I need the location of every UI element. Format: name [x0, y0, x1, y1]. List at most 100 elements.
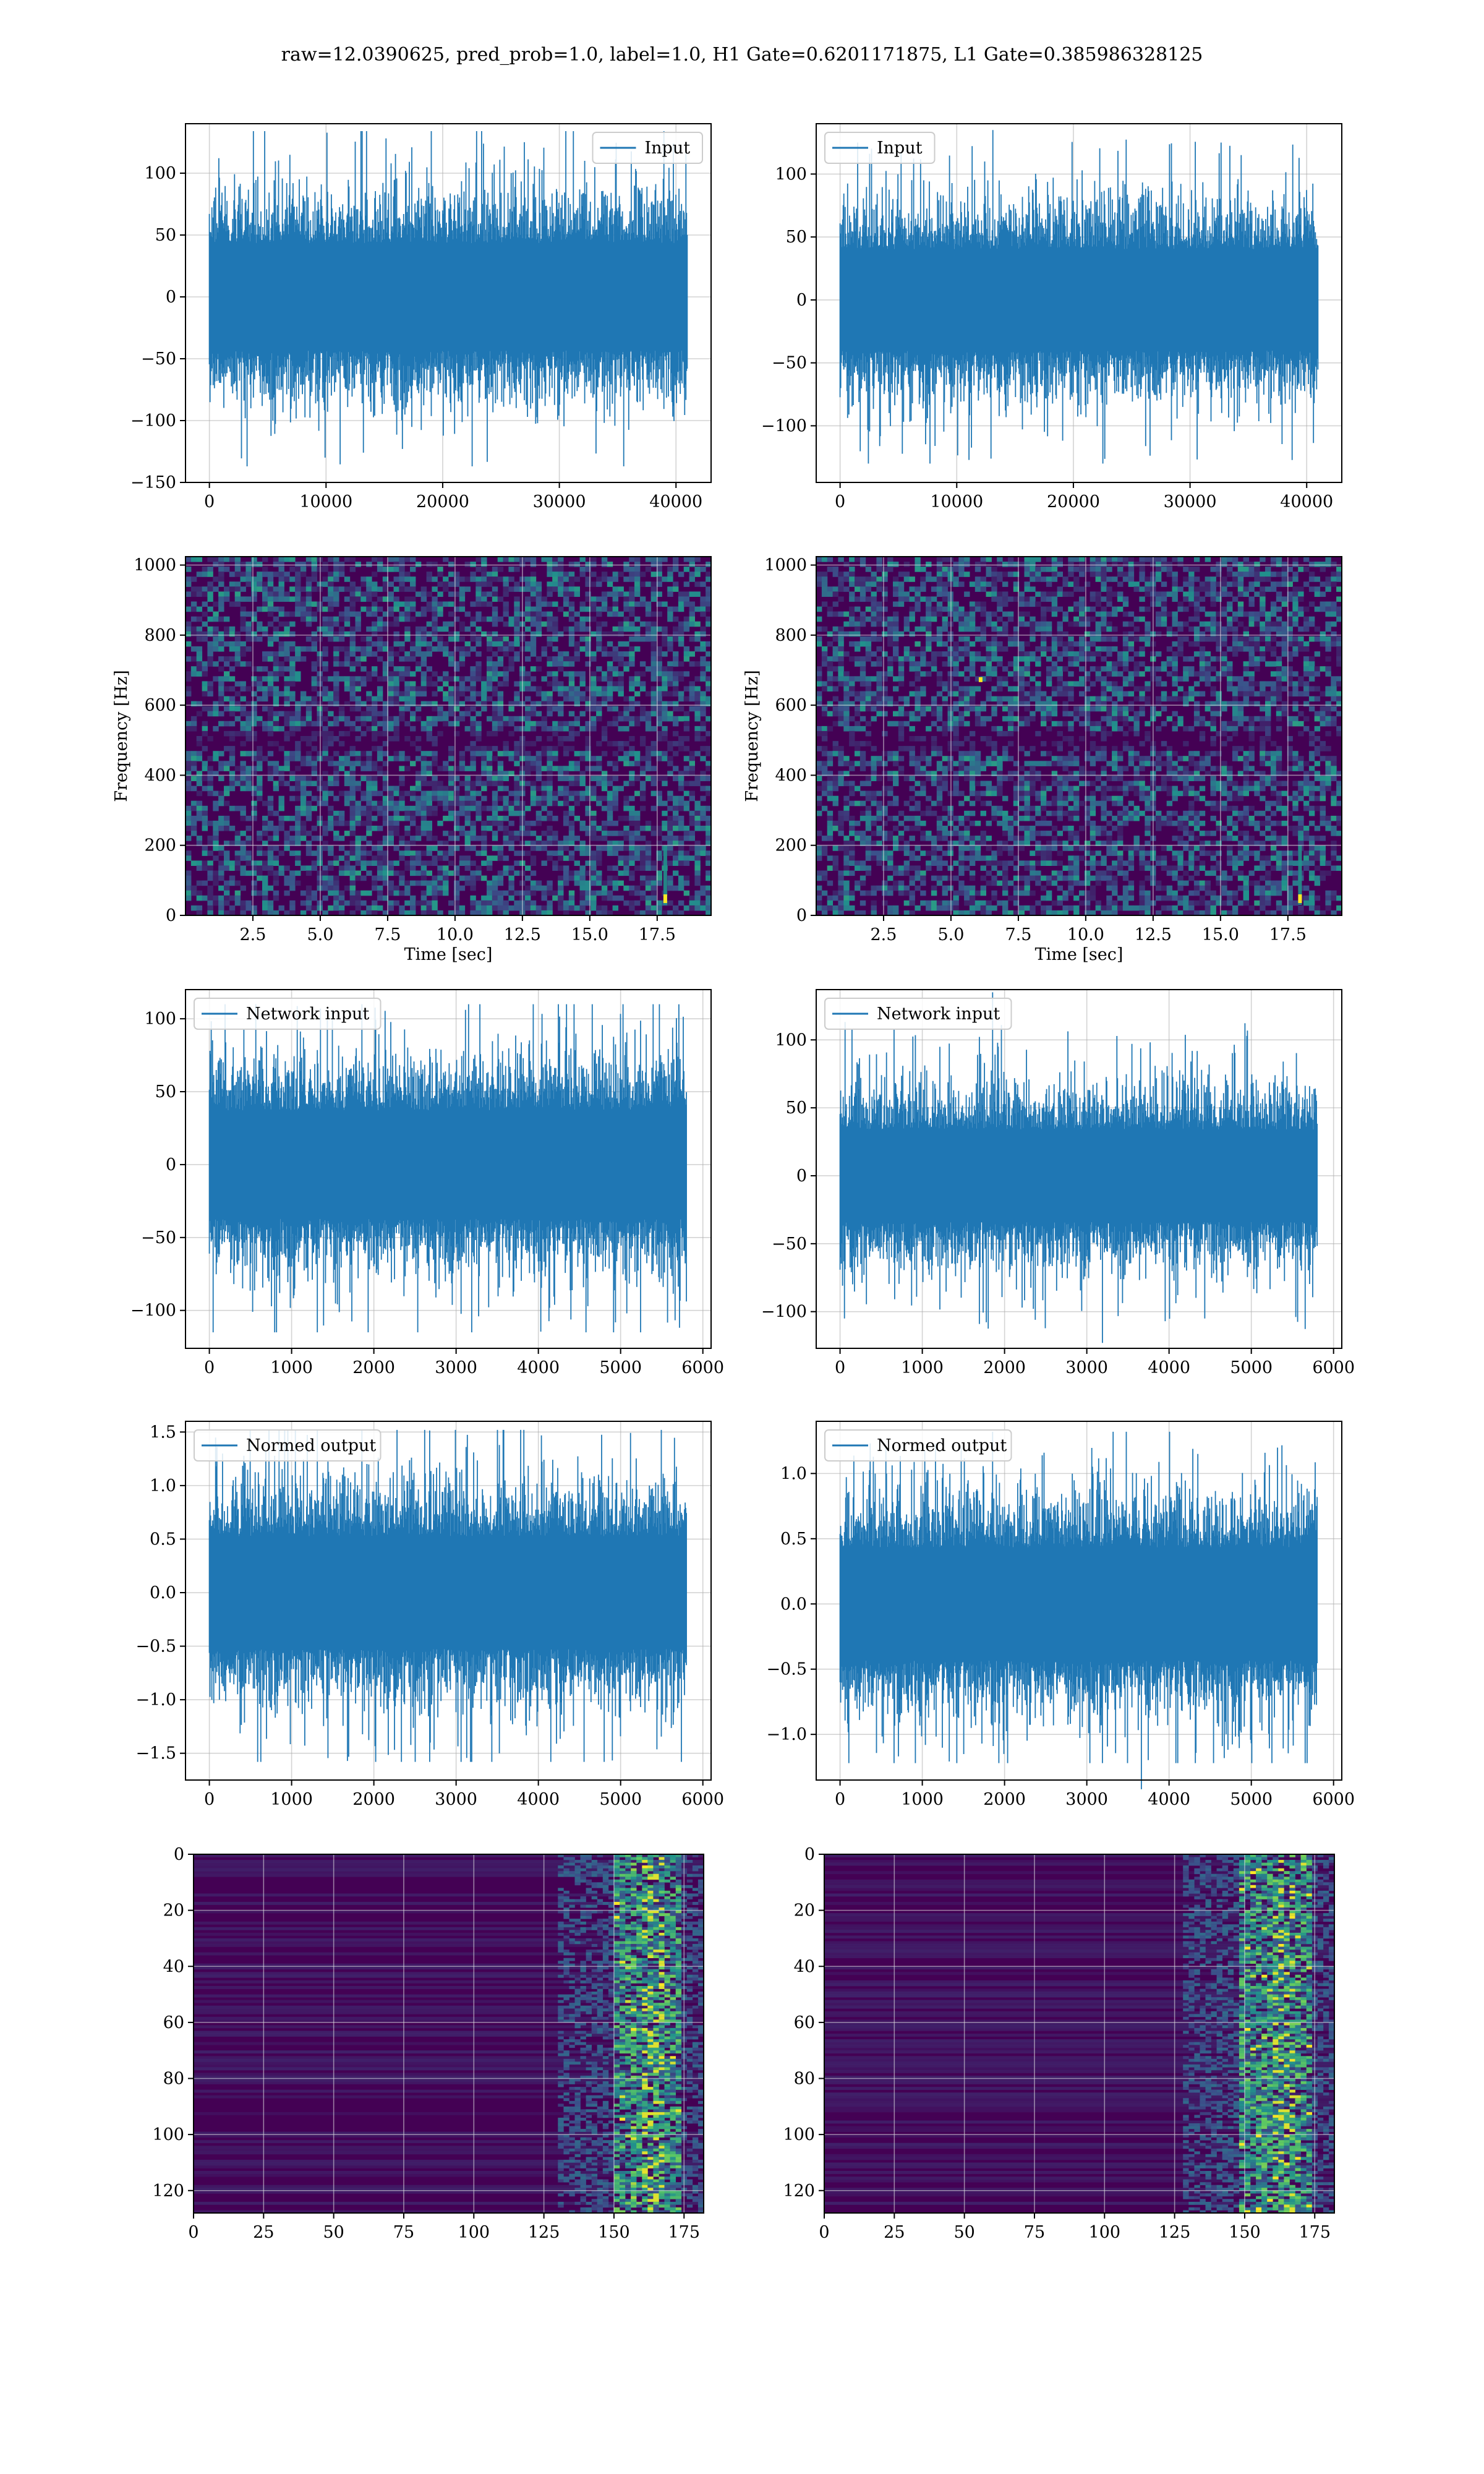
spectrogram-cell	[1172, 591, 1178, 597]
spectrogram-cell	[1018, 562, 1025, 567]
spectrogram-cell	[678, 621, 684, 627]
spectrogram-cell	[393, 666, 399, 672]
spectrogram-cell	[958, 621, 965, 627]
spectrogram-cell	[503, 751, 509, 756]
spectrogram-cell	[623, 591, 629, 597]
spectrogram-cell	[305, 831, 312, 836]
spectrogram-cell	[547, 900, 553, 906]
spectrogram-cell	[372, 721, 378, 727]
spectrogram-cell	[547, 776, 553, 781]
spectrogram-cell	[508, 706, 514, 712]
spectrogram-cell	[333, 795, 339, 802]
spectrogram-cell	[366, 562, 372, 567]
spectrogram-cell	[344, 681, 351, 687]
spectrogram-cell	[289, 676, 296, 682]
spectrogram-cell	[525, 596, 531, 602]
spectrogram-cell	[464, 651, 471, 657]
spectrogram-cell	[525, 626, 531, 632]
spectrogram-cell	[849, 606, 855, 612]
spectrogram-cell	[420, 900, 427, 906]
spectrogram-cell	[251, 701, 257, 707]
spectrogram-cell	[667, 845, 673, 851]
spectrogram-cell	[305, 696, 312, 702]
spectrogram-cell	[1331, 611, 1337, 617]
spectrogram-cell	[492, 756, 498, 761]
spectrogram-cell	[432, 776, 438, 781]
spectrogram-cell	[344, 656, 351, 662]
spectrogram-cell	[1183, 636, 1189, 642]
spectrogram-cell	[497, 880, 504, 886]
spectrogram-cell	[607, 591, 613, 597]
spectrogram-cell	[568, 586, 575, 592]
spectrogram-cell	[662, 681, 668, 687]
spectrogram-cell	[1128, 631, 1135, 637]
spectrogram-cell	[229, 771, 236, 776]
spectrogram-cell	[240, 686, 246, 691]
spectrogram-cell	[213, 841, 219, 846]
spectrogram-cell	[229, 641, 236, 647]
spectrogram-cell	[273, 631, 279, 637]
spectrogram-cell	[514, 631, 520, 637]
spectrogram-cell	[338, 870, 345, 876]
spectrogram-cell	[574, 716, 580, 722]
spectrogram-cell	[443, 831, 449, 836]
spectrogram-cell	[508, 756, 514, 761]
spectrogram-cell	[694, 591, 701, 597]
spectrogram-cell	[229, 706, 236, 712]
spectrogram-cell	[585, 636, 591, 642]
spectrogram-cell	[585, 701, 591, 707]
spectrogram-cell	[689, 790, 695, 797]
spectrogram-cell	[399, 671, 405, 677]
spectrogram-cell	[618, 711, 624, 717]
spectrogram-cell	[333, 736, 339, 742]
spectrogram-cell	[1216, 567, 1222, 572]
spectrogram-cell	[245, 826, 252, 831]
spectrogram-cell	[262, 885, 268, 891]
spectrogram-cell	[251, 751, 257, 756]
spectrogram-cell	[273, 711, 279, 717]
spectrogram-cell	[530, 766, 537, 771]
spectrogram-cell	[694, 716, 701, 722]
spectrogram-cell	[453, 701, 460, 707]
spectrogram-cell	[667, 671, 673, 677]
spectrogram-cell	[410, 870, 416, 876]
spectrogram-cell	[475, 586, 482, 592]
spectrogram-cell	[196, 805, 203, 811]
spectrogram-cell	[1046, 567, 1052, 572]
spectrogram-cell	[443, 581, 449, 587]
spectrogram-cell	[1002, 626, 1009, 632]
spectrogram-cell	[415, 706, 422, 712]
spectrogram-cell	[311, 860, 317, 866]
spectrogram-cell	[673, 855, 679, 861]
spectrogram-cell	[475, 721, 482, 727]
spectrogram-cell	[432, 785, 438, 792]
spectrogram-cell	[448, 631, 454, 637]
spectrogram-cell	[229, 626, 236, 632]
spectrogram-cell	[700, 641, 706, 647]
spectrogram-cell	[448, 910, 454, 916]
spectrogram-cell	[855, 626, 861, 632]
spectrogram-cell	[437, 711, 443, 717]
spectrogram-cell	[1177, 601, 1183, 607]
spectrogram-cell	[1243, 586, 1249, 592]
spectrogram-cell	[1265, 626, 1271, 632]
spectrogram-cell	[623, 800, 629, 807]
spectrogram-cell	[634, 676, 641, 682]
spectrogram-cell	[1248, 636, 1255, 642]
spectrogram-cell	[295, 741, 301, 747]
spectrogram-cell	[497, 820, 504, 826]
spectrogram-cell	[678, 626, 684, 632]
spectrogram-cell	[453, 885, 460, 891]
spectrogram-cell	[453, 696, 460, 702]
spectrogram-cell	[508, 586, 514, 592]
spectrogram-cell	[245, 626, 252, 632]
spectrogram-cell	[240, 900, 246, 906]
spectrogram-cell	[574, 671, 580, 677]
spectrogram-cell	[821, 581, 828, 587]
spectrogram-cell	[1095, 591, 1101, 597]
spectrogram-cell	[689, 845, 695, 851]
spectrogram-cell	[338, 616, 345, 622]
spectrogram-cell	[514, 756, 520, 761]
spectrogram-cell	[262, 586, 268, 592]
spectrogram-cell	[404, 671, 411, 677]
